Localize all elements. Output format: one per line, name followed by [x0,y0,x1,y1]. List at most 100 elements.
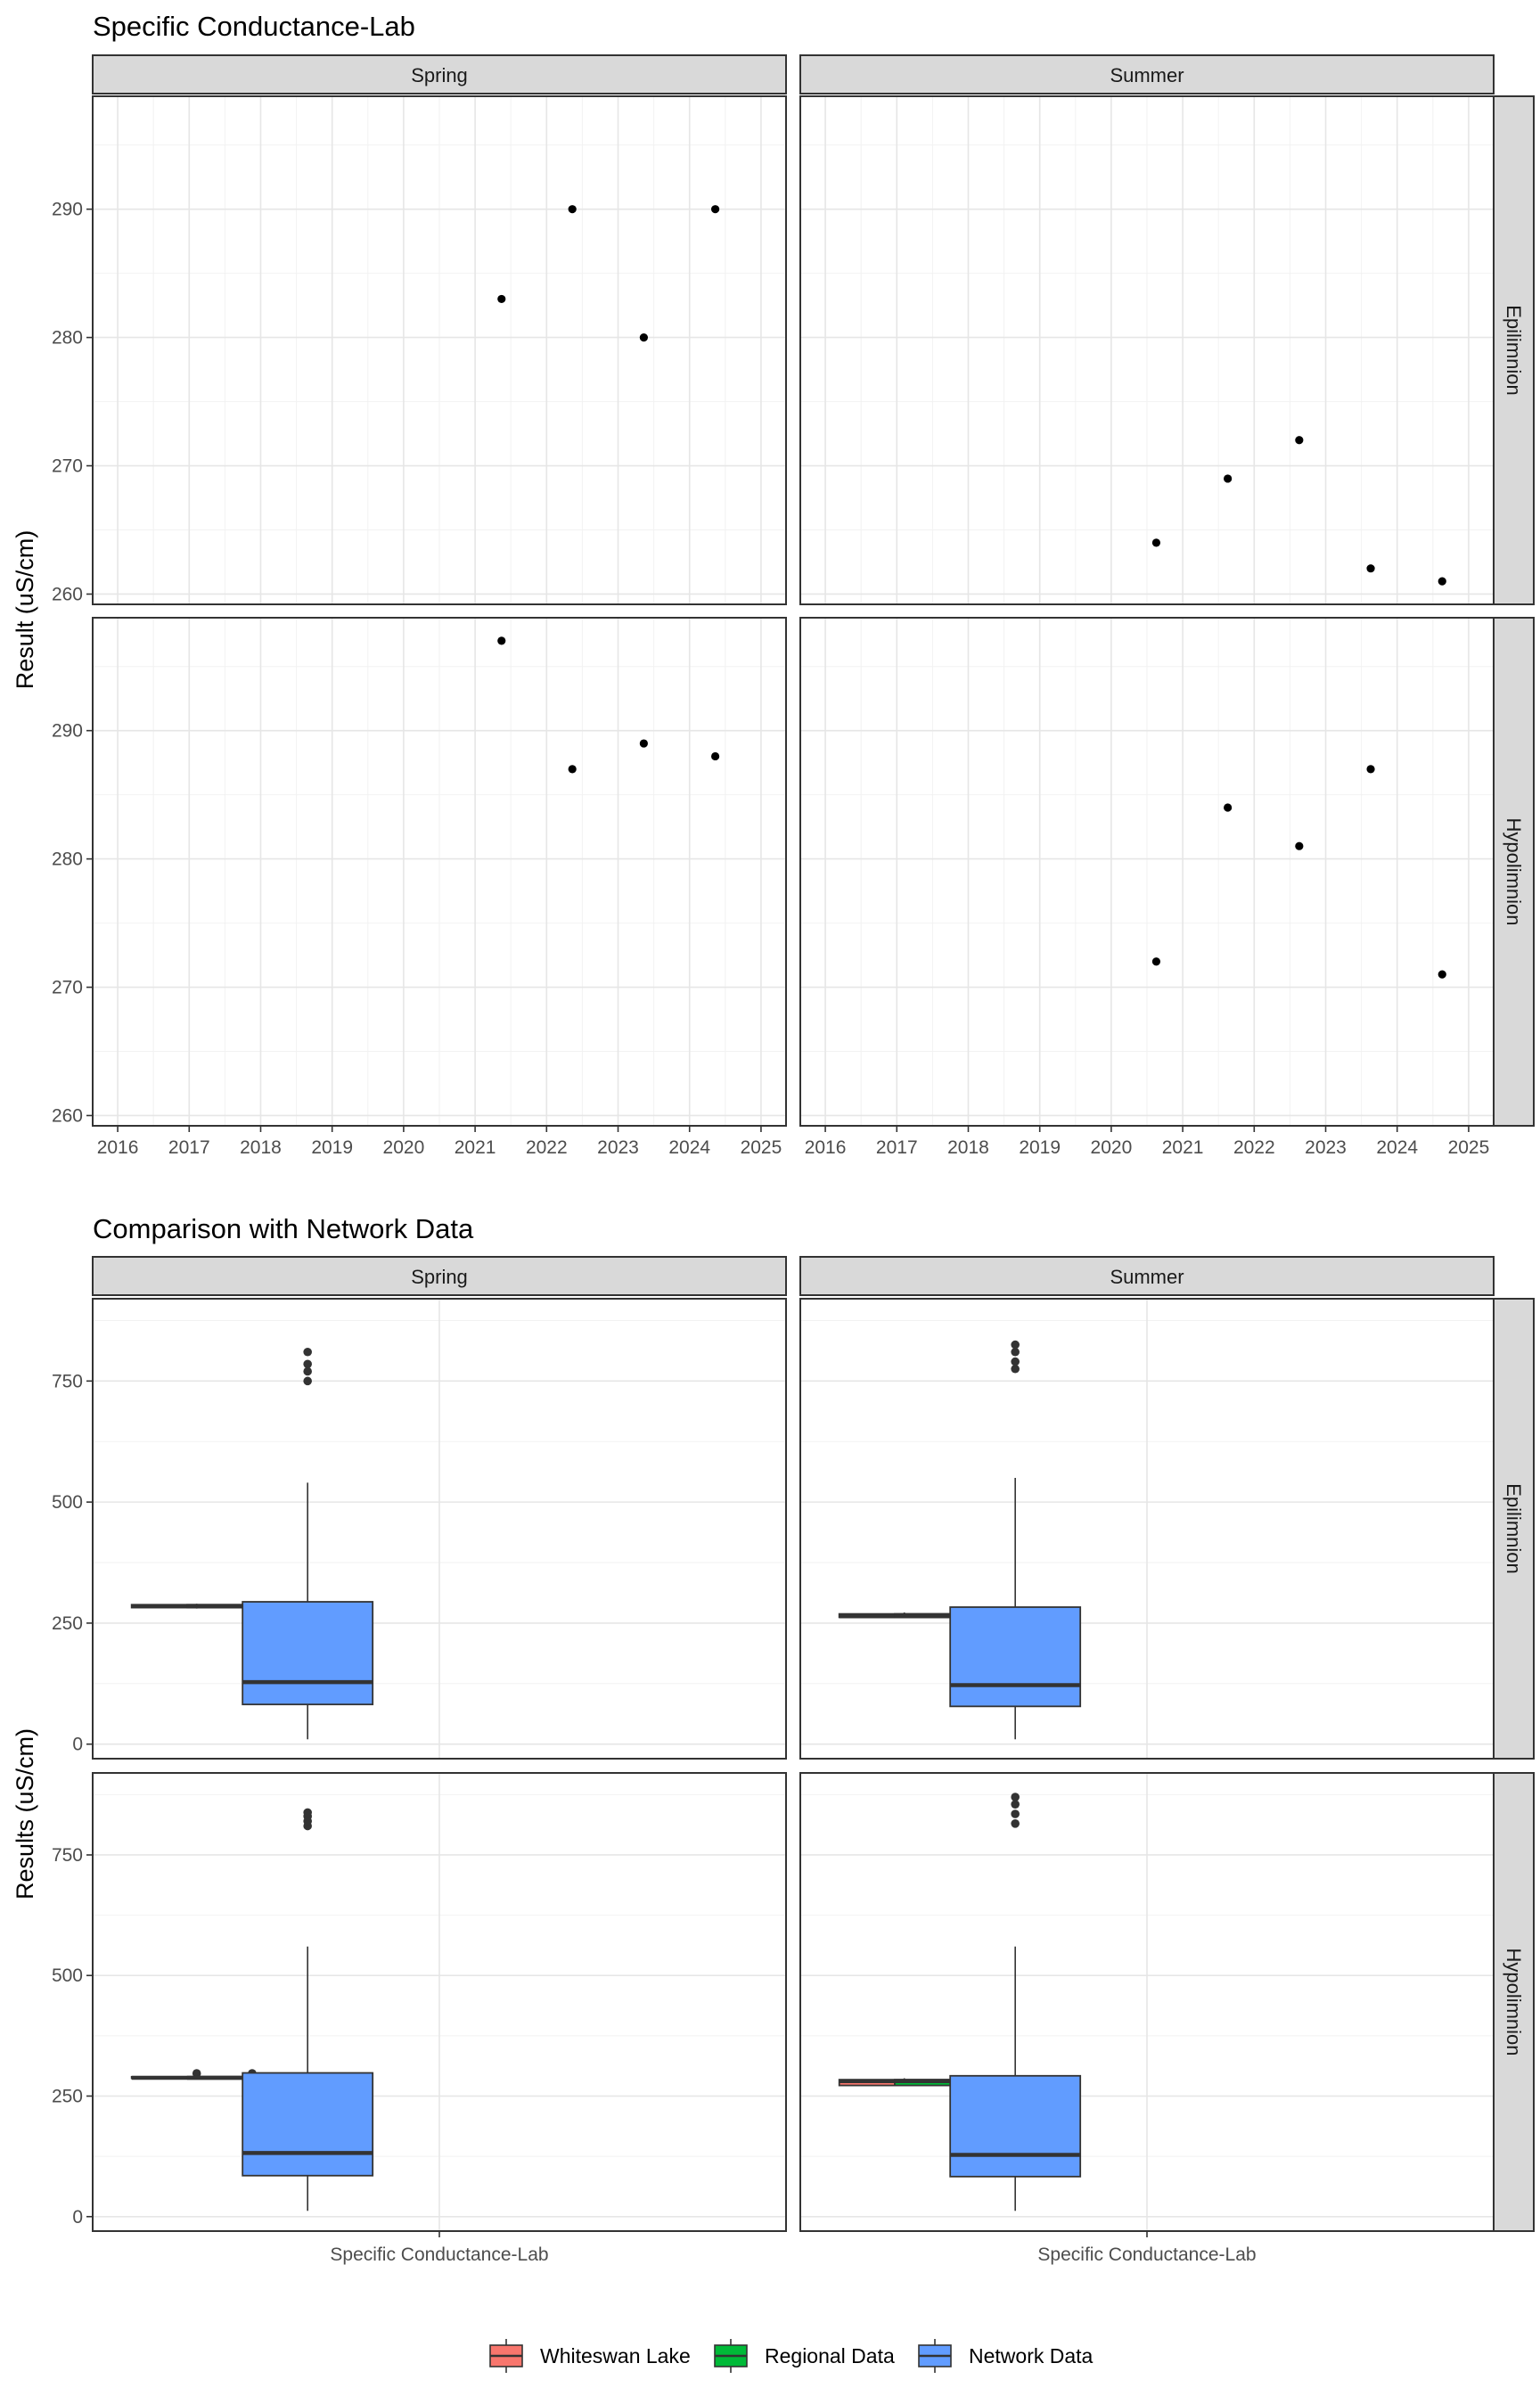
data-point [1224,803,1233,812]
row-strip-label: Hypolimnion [1503,817,1525,925]
panel-summer-epilimnion [799,1298,1495,1760]
x-tick-label: 2021 [455,1137,496,1158]
x-tick-label: 2019 [1019,1137,1061,1158]
data-point [1151,957,1161,966]
outlier-point [1011,1347,1020,1357]
x-tick-label: 2016 [805,1137,847,1158]
panel-summer-hypolimnion [799,1772,1495,2232]
legend-key-network-data [918,2339,952,2373]
x-tick-label: 2020 [1091,1137,1133,1158]
y-tick-label: 250 [52,1613,83,1634]
outlier-point [1011,1800,1020,1809]
outlier-point [1011,1809,1020,1818]
box-network-data [242,1347,374,1740]
x-tick-label: 2022 [1233,1137,1275,1158]
y-tick-label: 260 [52,584,83,604]
data-point [568,765,577,774]
outlier-point [1011,1819,1020,1828]
row-strip-label: Hypolimnion [1503,1948,1525,2055]
box-network-data [242,1808,374,2211]
x-tick-label: Specific Conductance-Lab [1037,2244,1256,2265]
y-axis-title: Results (uS/cm) [12,1728,38,1900]
x-tick-label: 2025 [741,1137,782,1158]
x-tick-label: 2016 [97,1137,139,1158]
row-strip-hypolimnion [1493,617,1535,1127]
x-tick-label: 2017 [168,1137,210,1158]
x-tick-label: 2022 [526,1137,568,1158]
box-body [242,2072,374,2177]
data-point [1438,577,1446,586]
row-strip-epilimnion [1493,95,1535,605]
outlier-point [1011,1793,1020,1801]
panel-border [92,617,787,1127]
box-body [242,1601,374,1706]
row-strip-label: Epilimnion [1503,1483,1525,1574]
x-tick-label: 2018 [240,1137,282,1158]
x-tick-label: 2021 [1162,1137,1204,1158]
data-point [1151,538,1161,547]
y-tick-label: 750 [52,1845,83,1866]
y-tick-label: 290 [52,721,83,742]
chart-title: Specific Conductance-Lab [93,11,415,42]
panel-border [799,617,1495,1127]
column-strip-label: Spring [411,64,468,86]
data-point [1295,436,1304,445]
column-strip-summer [799,1256,1495,1296]
data-point [639,333,648,342]
box-body [949,2074,1082,2178]
outlier-point [303,1808,312,1818]
outlier-point [303,1376,312,1386]
row-strip-epilimnion [1493,1298,1535,1760]
panel-border [92,1298,787,1760]
panel-spring-hypolimnion [92,617,787,1127]
data-point [497,636,506,645]
y-tick-label: 500 [52,1492,83,1513]
data-point [1366,564,1375,573]
legend: Whiteswan Lake Regional Data Network Data [489,2339,1094,2373]
outlier-point [1011,1340,1020,1350]
legend-label: Regional Data [765,2344,895,2367]
x-tick-label: 2025 [1448,1137,1490,1158]
data-point [1224,474,1233,483]
y-tick-label: 750 [52,1371,83,1391]
y-tick-label: 290 [52,200,83,220]
x-tick-label: Specific Conductance-Lab [330,2244,548,2265]
x-tick-label: 2024 [1376,1137,1418,1158]
outlier-point [1011,1364,1020,1374]
legend-key-whiteswan-lake [489,2339,523,2373]
data-point [1366,765,1375,774]
panel-border [799,95,1495,605]
row-strip-label: Epilimnion [1503,305,1525,396]
panel-summer-hypolimnion [799,617,1495,1127]
x-tick-label: 2018 [947,1137,989,1158]
column-strip-summer [799,54,1495,94]
x-tick-label: 2023 [597,1137,639,1158]
y-tick-label: 250 [52,2087,83,2107]
column-strip-label: Summer [1110,1266,1184,1288]
network-comparison-box-chart: Comparison with Network Data Results (uS… [12,1213,1535,2265]
column-strip-label: Spring [411,1266,468,1288]
chart-title: Comparison with Network Data [93,1213,474,1244]
legend-label: Network Data [969,2344,1094,2367]
data-point [639,739,648,748]
panel-border [799,1298,1495,1760]
data-point [1295,841,1304,850]
x-tick-label: 2024 [668,1137,710,1158]
y-tick-label: 270 [52,456,83,477]
y-tick-label: 280 [52,849,83,870]
panel-border [92,95,787,605]
box-network-data [949,1340,1082,1740]
column-strip-label: Summer [1110,64,1184,86]
outlier-point [303,1359,312,1369]
row-strip-hypolimnion [1493,1772,1535,2232]
y-tick-label: 0 [72,2207,83,2228]
y-tick-label: 270 [52,978,83,998]
y-tick-label: 0 [72,1735,83,1755]
column-strip-spring [92,1256,787,1296]
outlier-point [1011,1357,1020,1366]
outlier-point [303,1366,312,1376]
outlier-point [303,1347,312,1357]
y-tick-label: 500 [52,1965,83,1986]
box-body [949,1606,1082,1708]
